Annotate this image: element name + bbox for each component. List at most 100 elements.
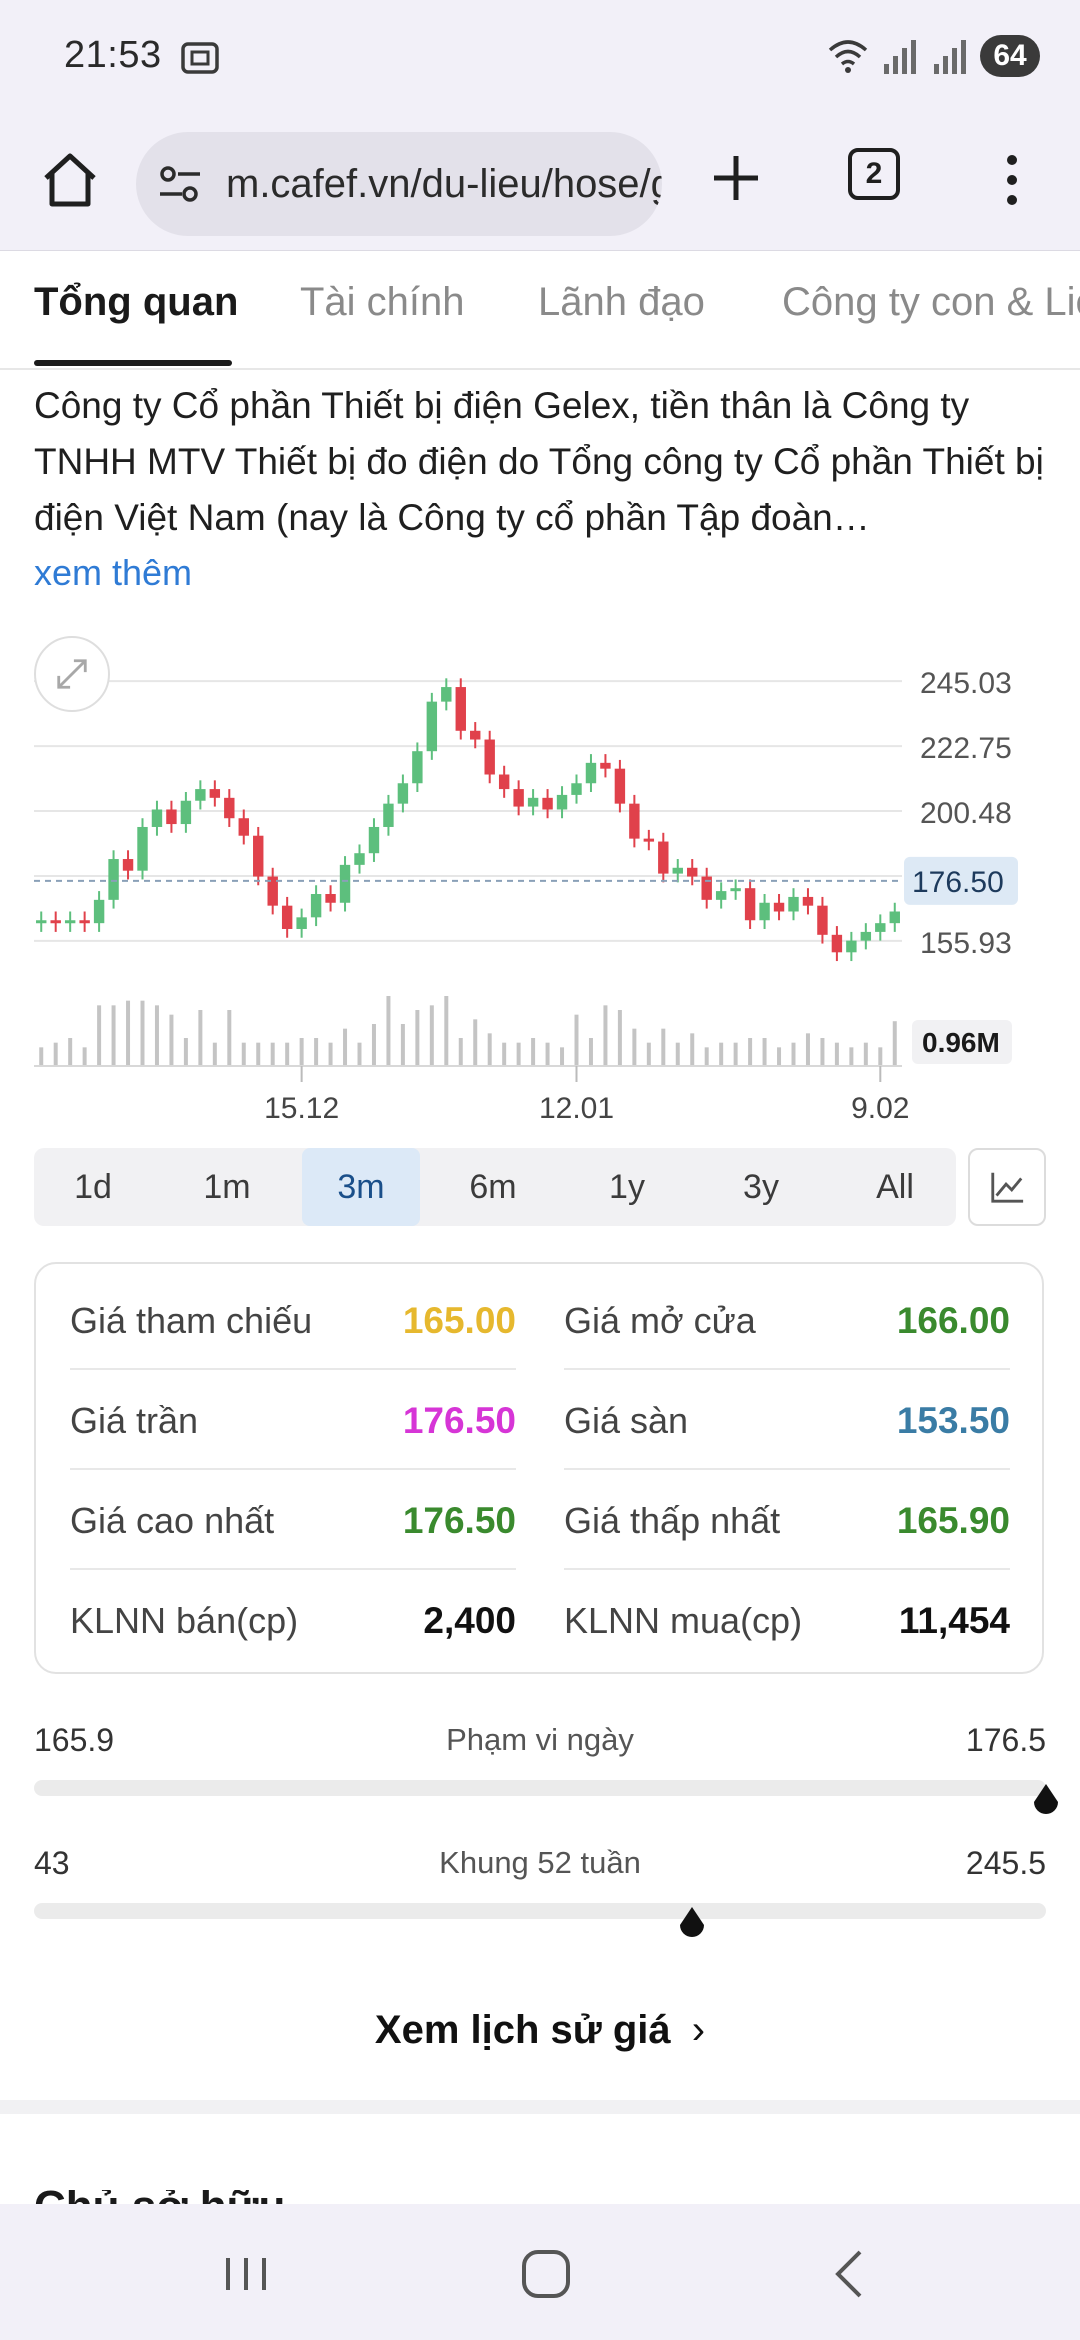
candle [484,739,495,775]
candle [195,789,206,801]
volume-bar [400,1024,405,1066]
tab-overview[interactable]: Tổng quan [34,280,239,324]
candle [368,826,380,854]
volume-bar [270,1042,275,1066]
volume-bar [299,1038,304,1066]
timeframe-1m[interactable]: 1m [203,1168,251,1206]
next-section-heading: Chủ sở hữu [34,2190,334,2204]
candle [860,931,872,941]
candle [701,876,712,900]
candle [744,888,756,921]
x-tick-label: 15.12 [264,1092,339,1125]
price-history-link[interactable]: Xem lịch sử giá › [0,2008,1080,2053]
timeframe-3m[interactable]: 3m [302,1148,420,1226]
timeframe-3y[interactable]: 3y [743,1168,779,1206]
x-tick-label: 9.02 [851,1092,909,1125]
volume-bar [820,1038,825,1066]
candle [281,905,293,929]
x-tick-label: 12.01 [539,1092,614,1125]
candle [846,940,857,953]
candle [79,920,90,924]
candle [325,894,336,903]
candle [658,841,669,874]
volume-bar [849,1047,854,1066]
volume-bar [68,1038,73,1066]
foreign-sell-label: KLNN bán(cp) [70,1600,299,1641]
volume-bar [429,1005,434,1066]
tab-leadership[interactable]: Lãnh đạo [538,280,705,324]
address-bar[interactable]: m.cafef.vn/du-lieu/hose/gel [136,132,662,236]
day-range-marker [1034,1784,1058,1814]
candle [715,891,727,900]
current-price-badge [904,856,1018,905]
candle [224,797,235,819]
browser-toolbar: m.cafef.vn/du-lieu/hose/gel 2 [0,118,1080,251]
volume-bar [444,996,449,1066]
candle [238,818,249,836]
volume-bar [574,1014,579,1066]
tab-subsidiaries[interactable]: Công ty con & Liên kết [782,280,1080,324]
volume-bar [748,1038,753,1066]
status-time: 21:53 [64,34,162,76]
volume-bar [632,1028,637,1066]
timeframe-all[interactable]: All [876,1168,914,1206]
volume-bar [473,1019,478,1066]
price-chart[interactable]: 245.03222.75200.48178.20155.93176.500.96… [0,620,1080,1140]
volume-bar [111,1005,116,1066]
volume-bar [777,1047,782,1066]
system-nav-bar [0,2204,1080,2340]
volume-bar [719,1042,724,1066]
candle [571,783,582,795]
volume-bar [531,1038,536,1066]
timeframe-6m[interactable]: 6m [469,1168,517,1206]
open-price-value: 166.00 [896,1300,1010,1341]
volume-bar [126,1000,131,1066]
volume-bar [256,1042,261,1066]
y-tick-label: 245.03 [920,667,1012,700]
candle [773,902,785,912]
volume-bar [892,1021,897,1066]
volume-badge [912,1020,1012,1064]
timeframe-1d[interactable]: 1d [74,1168,112,1206]
price-history-label: Xem lịch sử giá [374,2008,671,2052]
site-settings-icon[interactable] [156,162,204,206]
home-icon[interactable] [34,144,106,216]
foreign-buy-cell: KLNN mua(cp) 11,454 [564,1570,1010,1670]
candle [50,920,61,924]
home-nav-icon[interactable] [506,2234,586,2314]
ref-price-cell: Giá tham chiếu 165.00 [70,1270,516,1370]
floor-price-value: 153.50 [896,1400,1010,1441]
recent-apps-icon[interactable] [206,2234,286,2314]
section-divider [0,2100,1080,2114]
candle [889,911,900,924]
y-tick-label: 200.48 [920,797,1012,830]
candle [426,701,438,752]
more-menu-icon[interactable] [990,144,1034,216]
candle [166,809,177,825]
volume-bar [212,1042,217,1066]
candle [527,797,539,807]
tab-switcher-button[interactable]: 2 [848,148,900,200]
volume-bar [791,1042,796,1066]
candle [36,920,47,924]
volume-bar [661,1028,666,1066]
company-tabs: Tổng quan Tài chính Lãnh đạo Công ty con… [0,252,1080,370]
ceiling-price-cell: Giá trần 176.50 [70,1370,516,1470]
url-text[interactable]: m.cafef.vn/du-lieu/hose/gel [226,162,662,206]
volume-bar [39,1047,44,1066]
see-more-link[interactable]: xem thêm [34,552,193,593]
timeframe-1y[interactable]: 1y [609,1168,645,1206]
new-tab-icon[interactable] [700,142,772,214]
week52-range-track [34,1903,1046,1919]
chart-type-icon[interactable] [968,1148,1046,1226]
volume-bar [863,1042,868,1066]
back-icon[interactable] [810,2234,890,2314]
volume-bar [198,1010,203,1066]
timeframe-selector: 1d 1m 3m 6m 1y 3y All [34,1148,956,1226]
current-price-label: 176.50 [912,866,1004,899]
volume-bar [560,1047,565,1066]
tab-finance[interactable]: Tài chính [300,280,465,324]
low-price-label: Giá thấp nhất [564,1500,781,1541]
volume-bar [834,1042,839,1066]
expand-chart-icon[interactable] [34,636,110,712]
